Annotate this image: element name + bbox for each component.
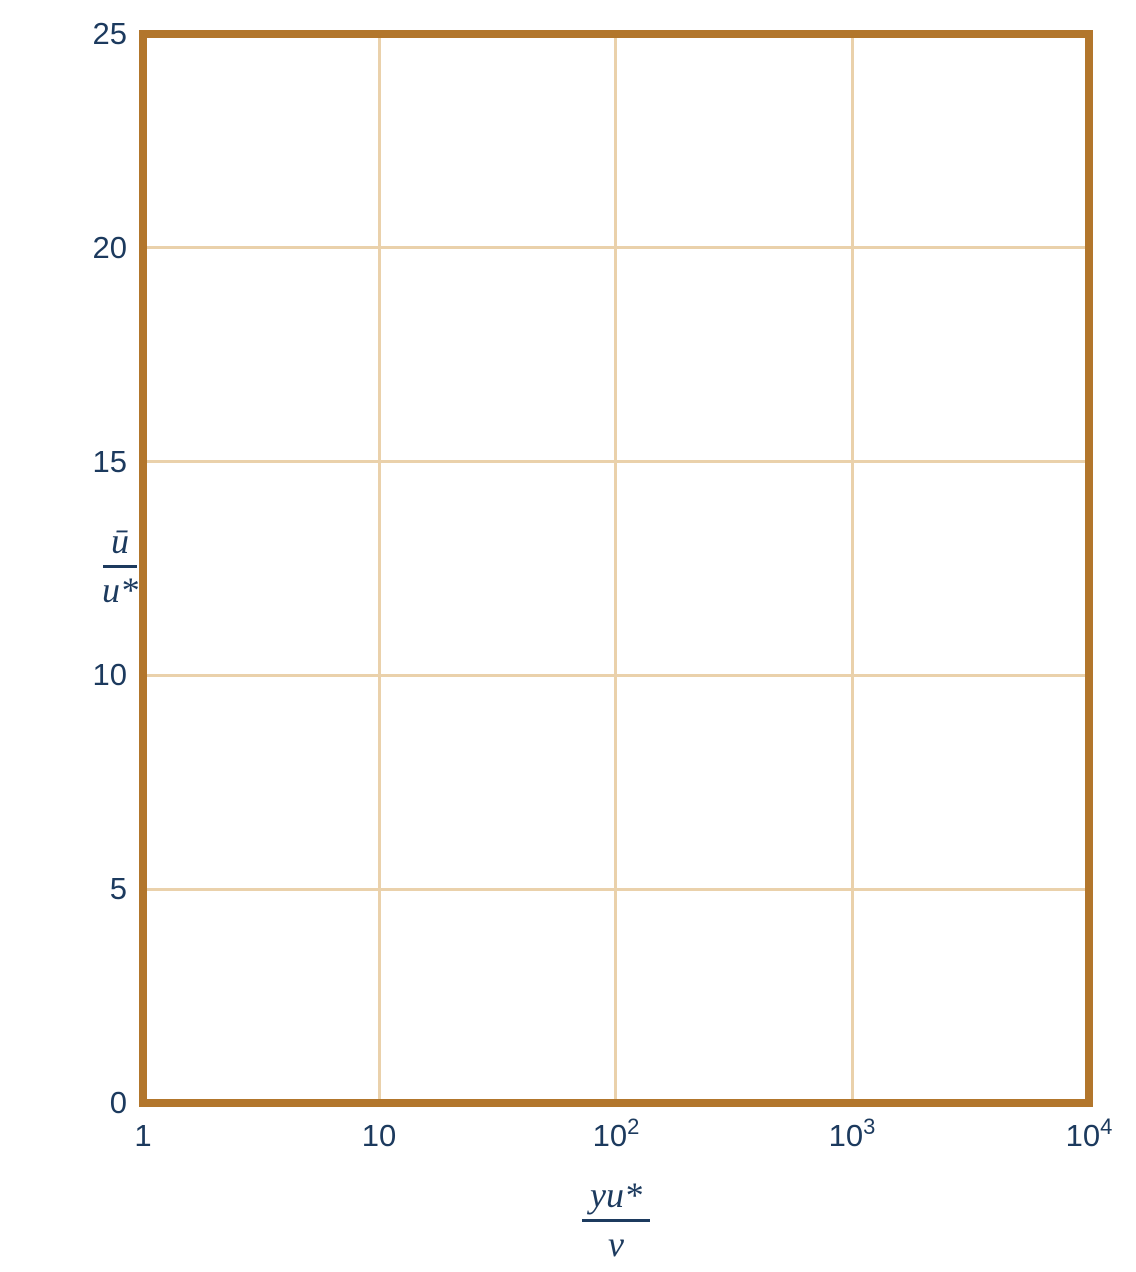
- x-axis-title-denominator: v: [608, 1223, 624, 1264]
- y-tick-label-20: 20: [92, 230, 127, 265]
- gridline-y-15: [147, 460, 1085, 463]
- plot-area: [139, 30, 1093, 1107]
- gridline-y-5: [147, 888, 1085, 891]
- x-tick-base: 10: [592, 1118, 628, 1153]
- y-axis-title-numerator: ū: [103, 521, 137, 568]
- y-axis-title: ū u*: [58, 521, 182, 610]
- x-tick-base: 10: [1065, 1118, 1101, 1153]
- gridline-x-1000: [851, 38, 854, 1099]
- gridline-x-100: [614, 38, 617, 1099]
- x-tick-exponent: 4: [1100, 1114, 1113, 1139]
- gridline-y-20: [147, 246, 1085, 249]
- y-tick-label-10: 10: [92, 657, 127, 692]
- x-tick-label-10: 10: [309, 1116, 449, 1156]
- x-tick-label-1: 1: [73, 1116, 213, 1156]
- x-axis-title-numerator: yu*: [582, 1175, 650, 1222]
- gridline-y-10: [147, 674, 1085, 677]
- y-tick-label-15: 15: [92, 444, 127, 479]
- x-tick-base: 10: [361, 1118, 397, 1153]
- y-axis-title-denominator: u*: [102, 569, 138, 610]
- x-tick-exponent: 3: [863, 1114, 876, 1139]
- gridline-x-10: [378, 38, 381, 1099]
- y-tick-label-5: 5: [109, 871, 127, 906]
- x-tick-base: 1: [134, 1118, 152, 1153]
- x-axis-title: yu* v: [536, 1175, 696, 1264]
- y-tick-label-25: 25: [92, 16, 127, 51]
- x-tick-exponent: 2: [627, 1114, 640, 1139]
- x-tick-label-10000: 104: [1019, 1116, 1136, 1156]
- x-tick-label-100: 102: [546, 1116, 686, 1156]
- x-tick-base: 10: [828, 1118, 864, 1153]
- x-tick-label-1000: 103: [782, 1116, 922, 1156]
- y-tick-label-0: 0: [109, 1085, 127, 1120]
